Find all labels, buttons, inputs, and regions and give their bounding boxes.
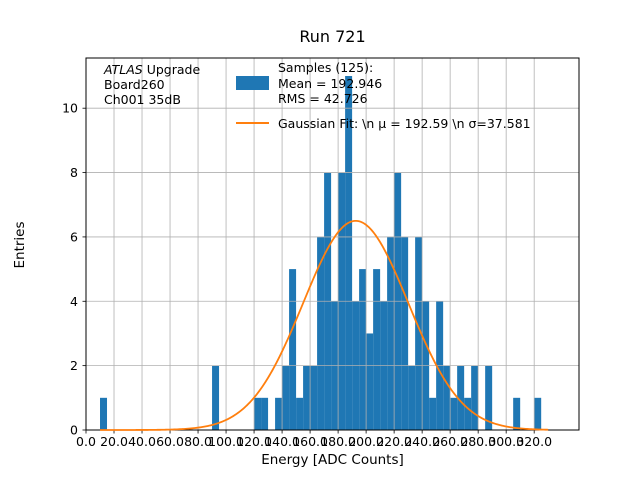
histogram-bar [513, 397, 521, 430]
x-tick-label: 320.0 [516, 434, 552, 449]
annotation-line-3: Ch001 35dB [104, 92, 181, 107]
y-tick-label: 6 [70, 229, 78, 244]
x-tick-label: 0.0 [76, 434, 96, 449]
y-tick-label: 2 [70, 358, 78, 373]
histogram-bar [408, 365, 416, 430]
legend-samples-label: Samples (125): Mean = 192.946 RMS = 42.7… [278, 60, 383, 106]
axis-ticks-and-labels: 0.0 20.0 40.0 60.0 80.0100.0120.0140.0160.01… [62, 101, 552, 449]
histogram-bar [534, 397, 542, 430]
histogram-swatch-icon [236, 76, 269, 91]
y-tick-label: 0 [70, 423, 78, 438]
histogram-bar [387, 236, 395, 430]
y-tick-label: 8 [70, 165, 78, 180]
annotation-line-1: ATLAS Upgrade [104, 62, 200, 77]
x-tick-label: 180.0 [320, 434, 356, 449]
histogram-bar [471, 365, 479, 430]
histogram-bar [254, 397, 262, 430]
histogram-bar [212, 365, 220, 430]
histogram-bar [415, 236, 423, 430]
x-tick-label: 220.0 [376, 434, 412, 449]
x-tick-label: 160.0 [292, 434, 328, 449]
histogram-bar [100, 397, 108, 430]
x-tick-label: 20.0 [100, 434, 128, 449]
gaussian-fit-curve [100, 219, 549, 431]
histogram-bar [275, 397, 283, 430]
x-tick-label: 240.0 [404, 434, 440, 449]
histogram-bar [485, 365, 493, 430]
y-tick-label: 10 [62, 101, 78, 116]
legend-entry-gaussian: Gaussian Fit: \n μ = 192.59 \n σ=37.581 [236, 116, 531, 132]
histogram-bar [296, 397, 304, 430]
histogram-bar [450, 397, 458, 430]
histogram-bar [373, 269, 381, 430]
x-tick-label: 140.0 [264, 434, 300, 449]
histogram-bar [464, 397, 472, 430]
annotation-upgrade: Upgrade [142, 62, 201, 77]
histogram-bar [359, 269, 367, 430]
annotation-line-2: Board260 [104, 77, 165, 92]
legend-entry-samples: Samples (125): Mean = 192.946 RMS = 42.7… [236, 60, 531, 107]
histogram-bar [401, 236, 409, 430]
annotation-text: ATLAS Upgrade Board260 Ch001 35dB [104, 62, 200, 107]
x-tick-label: 300.0 [488, 434, 524, 449]
x-tick-label: 200.0 [348, 434, 384, 449]
y-axis-label: Entries [12, 221, 28, 269]
x-tick-label: 100.0 [208, 434, 244, 449]
x-tick-label: 60.0 [156, 434, 184, 449]
x-tick-label: 120.0 [236, 434, 272, 449]
histogram-bar [457, 365, 465, 430]
histogram-bar [261, 397, 269, 430]
x-axis-label: Energy [ADC Counts] [261, 452, 404, 468]
histogram-bar [366, 333, 374, 430]
histogram-bar [429, 397, 437, 430]
y-tick-label: 4 [70, 294, 78, 309]
x-tick-label: 40.0 [128, 434, 156, 449]
annotation-atlas: ATLAS [104, 62, 143, 77]
histogram-bar [289, 269, 297, 430]
histogram-bar [317, 236, 325, 430]
fit-line-swatch-icon [236, 122, 269, 125]
x-tick-label: 280.0 [460, 434, 496, 449]
legend: Samples (125): Mean = 192.946 RMS = 42.7… [236, 60, 531, 131]
chart-title: Run 721 [299, 27, 366, 46]
x-tick-label: 260.0 [432, 434, 468, 449]
histogram-bar [443, 365, 451, 430]
axes-spines [85, 57, 580, 431]
histogram-bar [310, 365, 318, 430]
histogram-bar [282, 365, 290, 430]
histogram-bar [345, 76, 353, 431]
legend-gaussian-label: Gaussian Fit: \n μ = 192.59 \n σ=37.581 [278, 115, 531, 131]
histogram-bar [303, 365, 311, 430]
x-tick-label: 80.0 [184, 434, 212, 449]
